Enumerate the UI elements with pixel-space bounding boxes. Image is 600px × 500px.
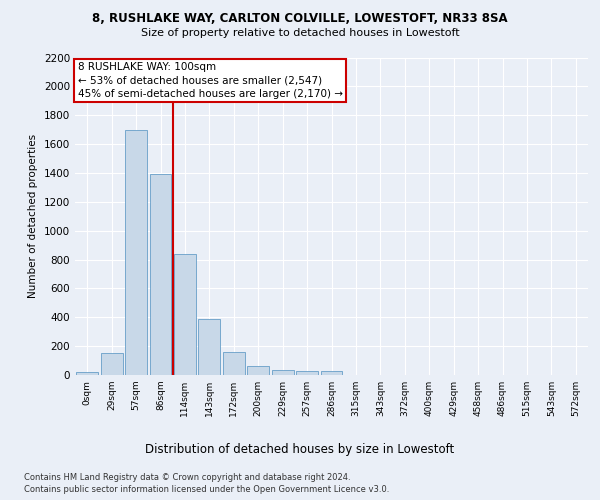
Bar: [272, 370, 293, 375]
Bar: [296, 371, 318, 375]
Bar: [320, 371, 343, 375]
Bar: [223, 352, 245, 375]
Text: 8 RUSHLAKE WAY: 100sqm
← 53% of detached houses are smaller (2,547)
45% of semi-: 8 RUSHLAKE WAY: 100sqm ← 53% of detached…: [77, 62, 343, 98]
Bar: [149, 174, 172, 375]
Text: Contains public sector information licensed under the Open Government Licence v3: Contains public sector information licen…: [24, 485, 389, 494]
Bar: [247, 366, 269, 375]
Text: Distribution of detached houses by size in Lowestoft: Distribution of detached houses by size …: [145, 442, 455, 456]
Text: 8, RUSHLAKE WAY, CARLTON COLVILLE, LOWESTOFT, NR33 8SA: 8, RUSHLAKE WAY, CARLTON COLVILLE, LOWES…: [92, 12, 508, 26]
Bar: [101, 352, 122, 375]
Text: Contains HM Land Registry data © Crown copyright and database right 2024.: Contains HM Land Registry data © Crown c…: [24, 472, 350, 482]
Y-axis label: Number of detached properties: Number of detached properties: [28, 134, 38, 298]
Bar: [199, 320, 220, 375]
Bar: [174, 254, 196, 375]
Bar: [76, 372, 98, 375]
Bar: [125, 130, 147, 375]
Text: Size of property relative to detached houses in Lowestoft: Size of property relative to detached ho…: [140, 28, 460, 38]
